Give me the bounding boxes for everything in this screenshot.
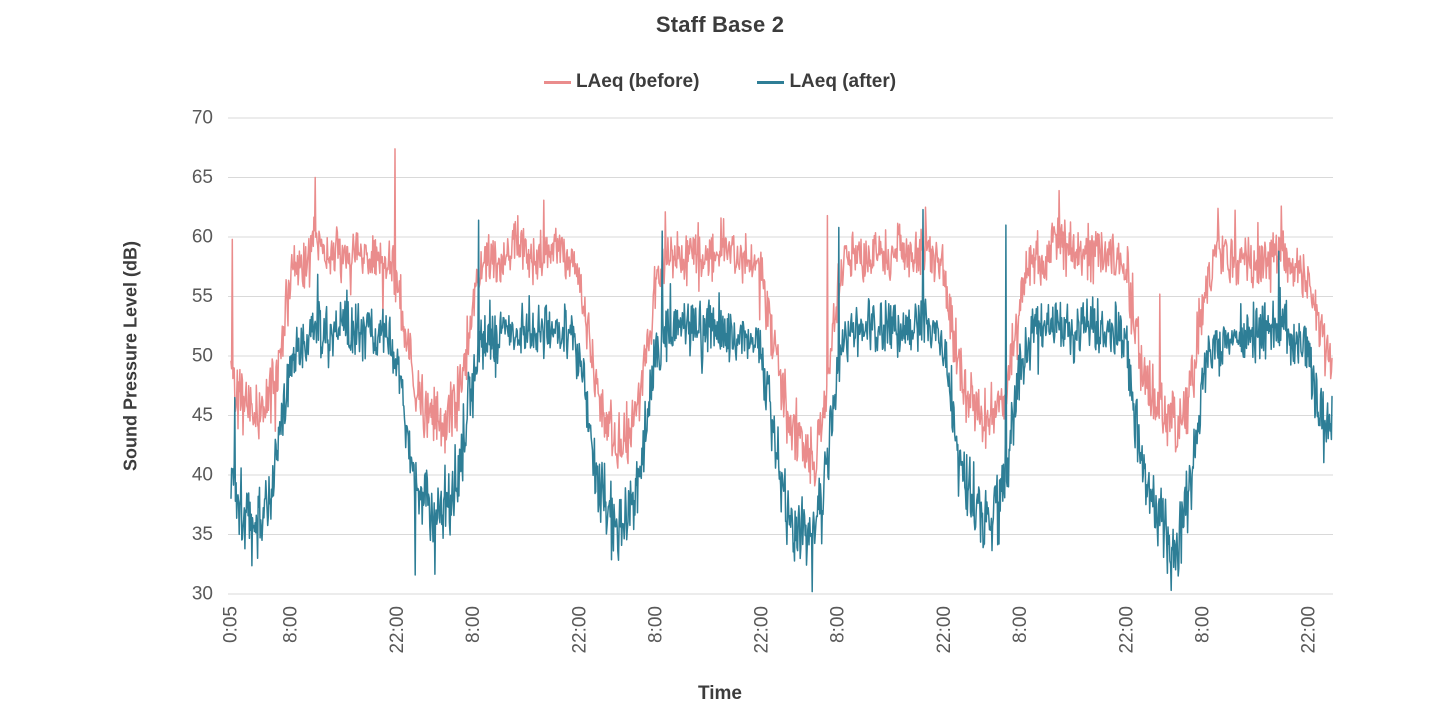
y-tick-55: 55 bbox=[192, 286, 213, 307]
legend: LAeq (before) LAeq (after) bbox=[0, 71, 1440, 93]
x-tick-7: 8:00 bbox=[828, 606, 849, 643]
x-tick-9: 8:00 bbox=[1010, 606, 1031, 643]
x-tick-6: 22:00 bbox=[752, 606, 773, 654]
y-tick-40: 40 bbox=[192, 465, 213, 486]
x-tick-0: 0:05 bbox=[221, 606, 242, 643]
legend-line-after-icon bbox=[757, 80, 785, 84]
x-tick-10: 22:00 bbox=[1116, 606, 1137, 654]
legend-item-before: LAeq (before) bbox=[543, 71, 700, 93]
y-tick-35: 35 bbox=[192, 524, 213, 545]
y-tick-45: 45 bbox=[192, 405, 213, 426]
y-axis-title: Sound Pressure Level (dB) bbox=[120, 240, 141, 472]
x-tick-12: 22:00 bbox=[1299, 606, 1320, 654]
chart-title: Staff Base 2 bbox=[655, 12, 785, 37]
legend-line-before-icon bbox=[543, 80, 571, 84]
x-tick-3: 8:00 bbox=[463, 606, 484, 643]
x-tick-11: 8:00 bbox=[1192, 606, 1213, 643]
y-tick-50: 50 bbox=[192, 346, 213, 367]
y-tick-30: 30 bbox=[192, 584, 213, 605]
series-line-after bbox=[230, 208, 1333, 593]
x-tick-8: 22:00 bbox=[934, 606, 955, 654]
x-tick-1: 8:00 bbox=[281, 606, 302, 643]
y-tick-65: 65 bbox=[192, 167, 213, 188]
y-tick-70: 70 bbox=[192, 108, 213, 129]
legend-item-after: LAeq (after) bbox=[757, 71, 896, 93]
x-tick-2: 22:00 bbox=[387, 606, 408, 654]
series-line-before bbox=[230, 148, 1333, 487]
x-tick-5: 8:00 bbox=[645, 606, 666, 643]
legend-label-before: LAeq (before) bbox=[575, 71, 700, 92]
x-tick-4: 22:00 bbox=[569, 606, 590, 654]
x-axis-title: Time bbox=[697, 683, 742, 704]
y-tick-60: 60 bbox=[192, 227, 213, 248]
legend-label-after: LAeq (after) bbox=[789, 71, 897, 92]
